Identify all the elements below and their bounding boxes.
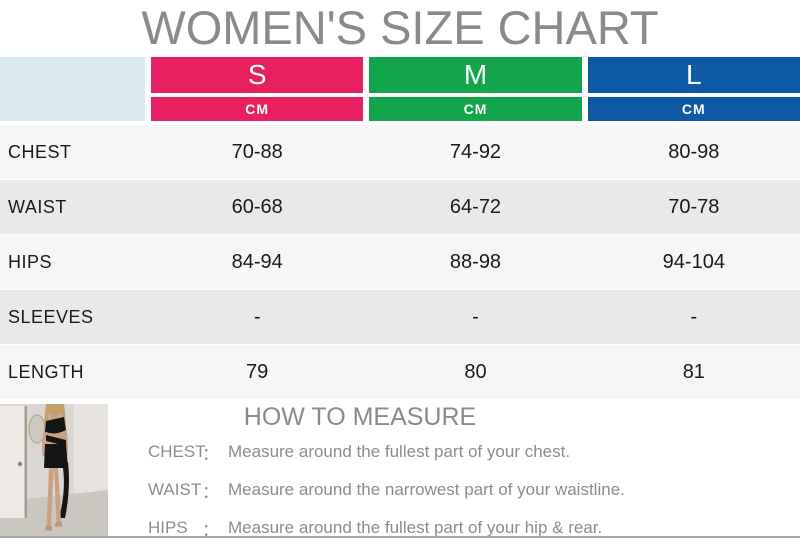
unit-header-s: CM [151, 97, 364, 121]
table-row-chest: CHEST 70-88 74-92 80-98 [0, 125, 800, 179]
row-label: LENGTH [8, 361, 85, 382]
cell-sleeves-s: - [253, 305, 261, 328]
size-column-s: S CM [151, 57, 364, 121]
cell-length-m: 80 [464, 360, 487, 383]
cell-sleeves-l: - [690, 305, 698, 328]
size-column-m: M CM [369, 57, 582, 121]
model-photo [0, 404, 108, 538]
measure-item-separator: ： [202, 444, 219, 464]
cell-hips-m: 88-98 [449, 250, 502, 273]
size-column-l: L CM [587, 57, 800, 121]
bottom-divider [0, 536, 800, 538]
cell-waist-m: 64-72 [449, 195, 502, 218]
model-figure [42, 404, 69, 531]
cell-chest-s: 70-88 [231, 140, 283, 163]
size-table-body: CHEST 70-88 74-92 80-98 WAIST 60-68 64-7… [0, 125, 800, 399]
measure-item-separator: ： [202, 520, 219, 538]
cell-sleeves-m: - [472, 305, 479, 328]
cell-hips-s: 84-94 [231, 250, 283, 273]
size-header-s: S [151, 57, 364, 93]
measure-item-label: CHEST [148, 442, 206, 461]
cell-chest-m: 74-92 [449, 140, 502, 163]
measure-item-chest: CHEST ： Measure around the fullest part … [148, 433, 768, 471]
unit-header-m: CM [369, 97, 582, 121]
cell-length-s: 79 [246, 360, 269, 383]
model-photo-illustration [0, 404, 108, 538]
measure-item-hips: HIPS ： Measure around the fullest part o… [148, 509, 768, 538]
size-header-m: M [369, 57, 582, 93]
measure-instructions: CHEST ： Measure around the fullest part … [148, 433, 768, 538]
row-label: WAIST [8, 196, 67, 217]
page-title: WOMEN'S SIZE CHART [141, 1, 659, 54]
measure-item-separator: ： [202, 482, 219, 502]
size-table-header: S CM M CM L CM [0, 57, 800, 121]
cell-chest-l: 80-98 [668, 140, 720, 163]
measure-item-text: Measure around the narrowest part of you… [228, 480, 625, 499]
size-table: S CM M CM L CM CHEST 70-88 74-92 80-98 W… [0, 57, 800, 400]
table-row-waist: WAIST 60-68 64-72 70-78 [0, 180, 800, 234]
cell-hips-l: 94-104 [662, 250, 725, 273]
row-label: SLEEVES [8, 306, 94, 327]
how-to-measure-heading: HOW TO MEASURE [243, 403, 477, 431]
table-row-sleeves: SLEEVES - - - [0, 290, 800, 344]
cell-waist-l: 70-78 [668, 195, 720, 218]
row-label: CHEST [8, 141, 72, 162]
cell-waist-s: 60-68 [231, 195, 283, 218]
corner-cell [0, 57, 145, 121]
measure-item-label: WAIST [148, 480, 202, 499]
measure-item-text: Measure around the fullest part of your … [228, 442, 571, 461]
row-label: HIPS [8, 251, 53, 272]
cell-length-l: 81 [682, 360, 705, 383]
size-header-l: L [587, 57, 800, 93]
measure-item-text: Measure around the fullest part of your … [228, 518, 603, 537]
unit-header-l: CM [587, 97, 800, 121]
table-row-hips: HIPS 84-94 88-98 94-104 [0, 235, 800, 289]
measure-item-waist: WAIST ： Measure around the narrowest par… [148, 471, 768, 509]
table-row-length: LENGTH 79 80 81 [0, 345, 800, 399]
measure-item-label: HIPS [148, 518, 188, 537]
